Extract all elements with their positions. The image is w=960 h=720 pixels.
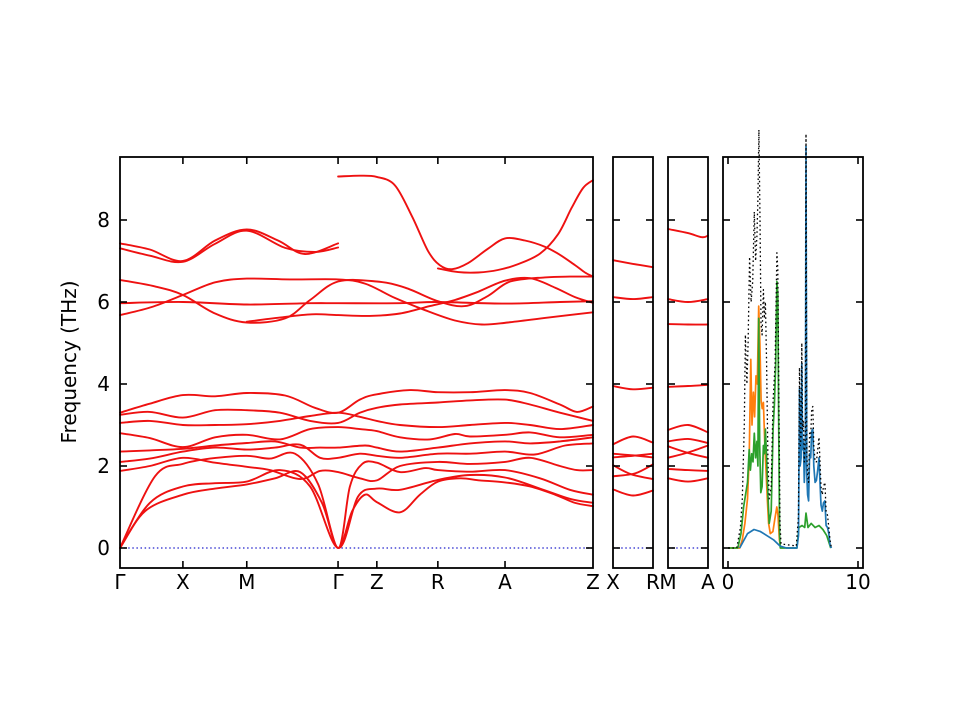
y-tick-label: 0 [97,536,110,560]
panel-frame [612,156,654,569]
k-point-label: Γ [114,570,126,594]
phonon-band [337,174,594,278]
dos-x-tick-label: 10 [845,570,870,594]
panel-frame [722,156,864,569]
phonon-band [119,442,594,463]
phonon-band [119,398,594,425]
phonon-band [667,298,709,303]
k-point-label: Z [370,570,384,594]
phonon-band [667,424,709,434]
dos-x-tick-label: 0 [722,570,735,594]
phonon-band [245,276,594,323]
phonon-band [667,437,709,444]
phonon-band [667,444,709,459]
dos-panel: 0 10 [722,129,871,594]
phonon-band [667,228,709,239]
dos-green-curve [728,280,832,549]
k-point-label: M [659,570,676,594]
y-tick-label: 4 [97,372,110,396]
k-point-label: M [238,570,255,594]
phonon-band [612,435,654,446]
y-axis-label: Frequency (THz) [57,280,81,443]
k-point-label: A [701,570,715,594]
main-band-panel: 0 2 4 6 8 Γ X M Γ Z R A Z [97,156,600,594]
phonon-band [612,385,654,391]
k-point-label: R [646,570,660,594]
k-point-label: X [606,570,620,594]
phonon-band [119,456,594,483]
k-point-label: Γ [332,570,344,594]
phonon-band [119,426,594,449]
k-point-label: R [431,570,445,594]
phonon-band [436,179,594,274]
y-tick-label: 2 [97,454,110,478]
phonon-band [667,467,709,472]
phonon-band [119,300,594,306]
phonon-band [612,296,654,301]
k-point-label: A [498,570,512,594]
k-point-label: X [176,570,190,594]
phonon-band [612,488,654,497]
phonon-band [119,470,594,549]
phonon-band [119,389,594,414]
phonon-band [119,436,594,453]
y-tick-label: 6 [97,290,110,314]
k-point-label: Z [586,570,600,594]
phonon-band [612,259,654,269]
dos-total-curve [728,129,833,549]
panel-frame [119,156,594,569]
phonon-band [119,228,340,263]
phonon-band [667,477,709,483]
panel-frame [667,156,709,569]
y-tick-label: 8 [97,208,110,232]
dos-blue-curve [738,145,833,549]
phonon-band [119,469,594,549]
phonon-band [119,277,594,326]
phonon-band [119,411,594,431]
phonon-band [119,229,340,264]
phonon-band [667,383,709,388]
phonon-band [119,275,594,324]
phonon-band [612,452,654,459]
